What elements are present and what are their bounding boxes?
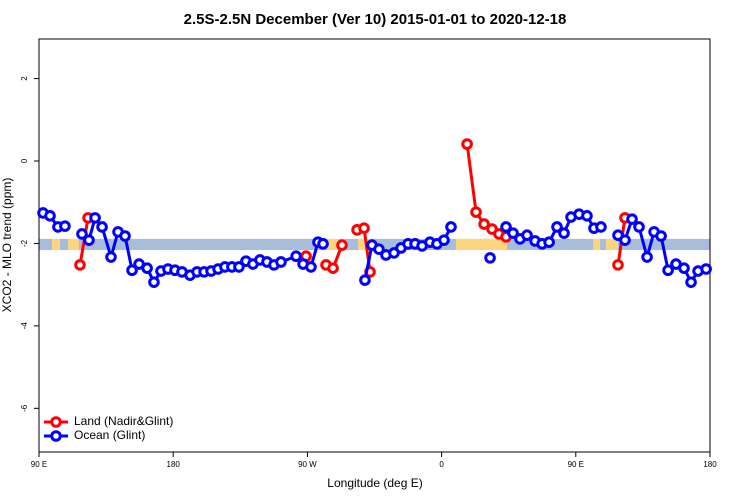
data-point — [484, 252, 496, 264]
x-tick-label: 90 W — [298, 460, 317, 469]
legend-marker — [50, 430, 62, 442]
data-point — [290, 250, 302, 263]
data-point — [507, 227, 519, 239]
legend-label: Land (Nadir&Glint) — [74, 414, 173, 428]
data-point — [96, 221, 108, 233]
y-tick-label: -2 — [20, 239, 29, 247]
data-point — [662, 264, 674, 277]
data-point — [148, 276, 160, 288]
data-point — [233, 261, 245, 273]
data-point — [641, 251, 653, 263]
x-tick-label: 0 — [439, 460, 444, 469]
y-tick-label: -6 — [20, 404, 29, 412]
y-tick-label: 0 — [20, 158, 29, 163]
series-line — [78, 143, 627, 273]
land-region — [456, 238, 508, 251]
data-point — [438, 234, 450, 246]
data-point — [700, 263, 712, 275]
data-point — [275, 256, 287, 268]
data-point — [461, 138, 473, 150]
data-point — [358, 222, 370, 234]
x-axis-label: Longitude (deg E) — [327, 476, 422, 490]
data-point — [619, 234, 631, 246]
data-point — [558, 227, 570, 239]
data-point — [373, 243, 385, 256]
data-point — [521, 229, 533, 241]
data-point — [44, 210, 56, 222]
land-region — [593, 238, 601, 251]
data-point — [612, 259, 624, 271]
data-point — [327, 262, 339, 274]
data-point — [89, 212, 101, 224]
data-point — [655, 230, 667, 242]
data-point — [685, 276, 697, 288]
data-point — [59, 220, 71, 232]
land-region — [358, 238, 371, 251]
y-tick-label: -4 — [20, 322, 29, 330]
legend-marker — [50, 416, 62, 428]
data-point — [305, 261, 317, 273]
data-point — [83, 234, 95, 246]
data-point — [359, 274, 371, 286]
x-tick-label: 90 E — [31, 460, 47, 469]
data-point — [445, 221, 457, 233]
land-region — [606, 238, 618, 251]
land-region — [51, 238, 61, 251]
x-tick-label: 180 — [703, 460, 717, 469]
y-axis-label: XCO2 - MLO trend (ppm) — [0, 178, 14, 313]
data-point — [119, 230, 131, 242]
data-point — [478, 218, 490, 230]
legend-label: Ocean (Glint) — [74, 428, 145, 442]
data-point — [141, 262, 153, 274]
data-point — [543, 236, 555, 249]
x-tick-label: 180 — [167, 460, 181, 469]
x-tick-label: 90 E — [568, 460, 584, 469]
plot-frame — [38, 38, 711, 453]
data-point — [126, 264, 138, 277]
data-point — [581, 210, 593, 222]
data-point — [500, 221, 512, 233]
data-point — [336, 239, 348, 251]
data-point — [76, 228, 88, 240]
data-point — [317, 238, 329, 250]
data-point — [633, 221, 645, 233]
data-point — [74, 259, 86, 271]
land-region — [68, 238, 79, 251]
data-point — [678, 262, 690, 274]
chart-title: 2.5S-2.5N December (Ver 10) 2015-01-01 t… — [184, 11, 567, 28]
data-point — [470, 206, 482, 218]
data-point — [105, 251, 117, 263]
data-point — [626, 213, 638, 225]
land-region — [327, 238, 345, 251]
data-point — [595, 221, 607, 233]
data-point — [551, 221, 563, 233]
y-tick-label: 2 — [20, 76, 29, 81]
